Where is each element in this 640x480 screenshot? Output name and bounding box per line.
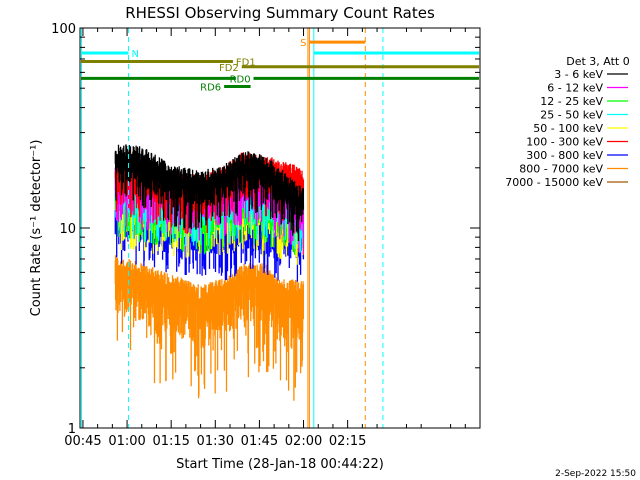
axis-layer: 00:45 01:00 01:15 01:30 01:45 02:00 02:15 1 10 10… (51, 22, 480, 449)
x-tick-label: 00:45 (64, 434, 101, 449)
segment-bar-label: RD6 (200, 82, 221, 93)
data-layer (114, 144, 305, 401)
segment-bar-label: N (131, 49, 138, 60)
legend-label: 12 - 25 keV (540, 95, 603, 108)
x-tick-label: 01:30 (197, 434, 234, 449)
series-3-6-kev (114, 144, 305, 241)
chart-title: RHESSI Observing Summary Count Rates (125, 4, 435, 22)
segment-bar-label: FD2 (219, 63, 239, 74)
segment-bar-label: S (300, 38, 306, 49)
segment-bar-label: RD0 (230, 74, 251, 85)
segment-bar-label: FD1 (236, 57, 256, 68)
x-tick-label: 01:00 (108, 434, 145, 449)
timestamp: 2-Sep-2022 15:50 (555, 469, 636, 479)
y-tick-label: 100 (51, 22, 76, 37)
y-tick-label: 1 (68, 422, 76, 437)
x-tick-label: 01:15 (152, 434, 189, 449)
x-tick-label: 01:45 (241, 434, 278, 449)
series-800-7000-kev (114, 255, 305, 401)
legend-label: 25 - 50 keV (540, 109, 603, 122)
legend-label: 50 - 100 keV (533, 122, 603, 135)
x-tick-label: 02:00 (285, 434, 322, 449)
legend-label: 3 - 6 keV (554, 68, 603, 81)
legend-label: 300 - 800 keV (526, 149, 603, 162)
x-axis-label: Start Time (28-Jan-18 00:44:22) (176, 457, 384, 472)
y-tick-label: 10 (59, 222, 76, 237)
y-axis-label: Count Rate (s⁻¹ detector⁻¹) (29, 140, 44, 317)
legend-label: 100 - 300 keV (526, 136, 603, 149)
legend-header: Det 3, Att 0 (566, 55, 630, 68)
x-tick-label: 02:15 (329, 434, 366, 449)
legend-label: 7000 - 15000 keV (505, 176, 603, 189)
legend-label: 800 - 7000 keV (519, 163, 603, 176)
legend-label: 6 - 12 keV (547, 82, 603, 95)
